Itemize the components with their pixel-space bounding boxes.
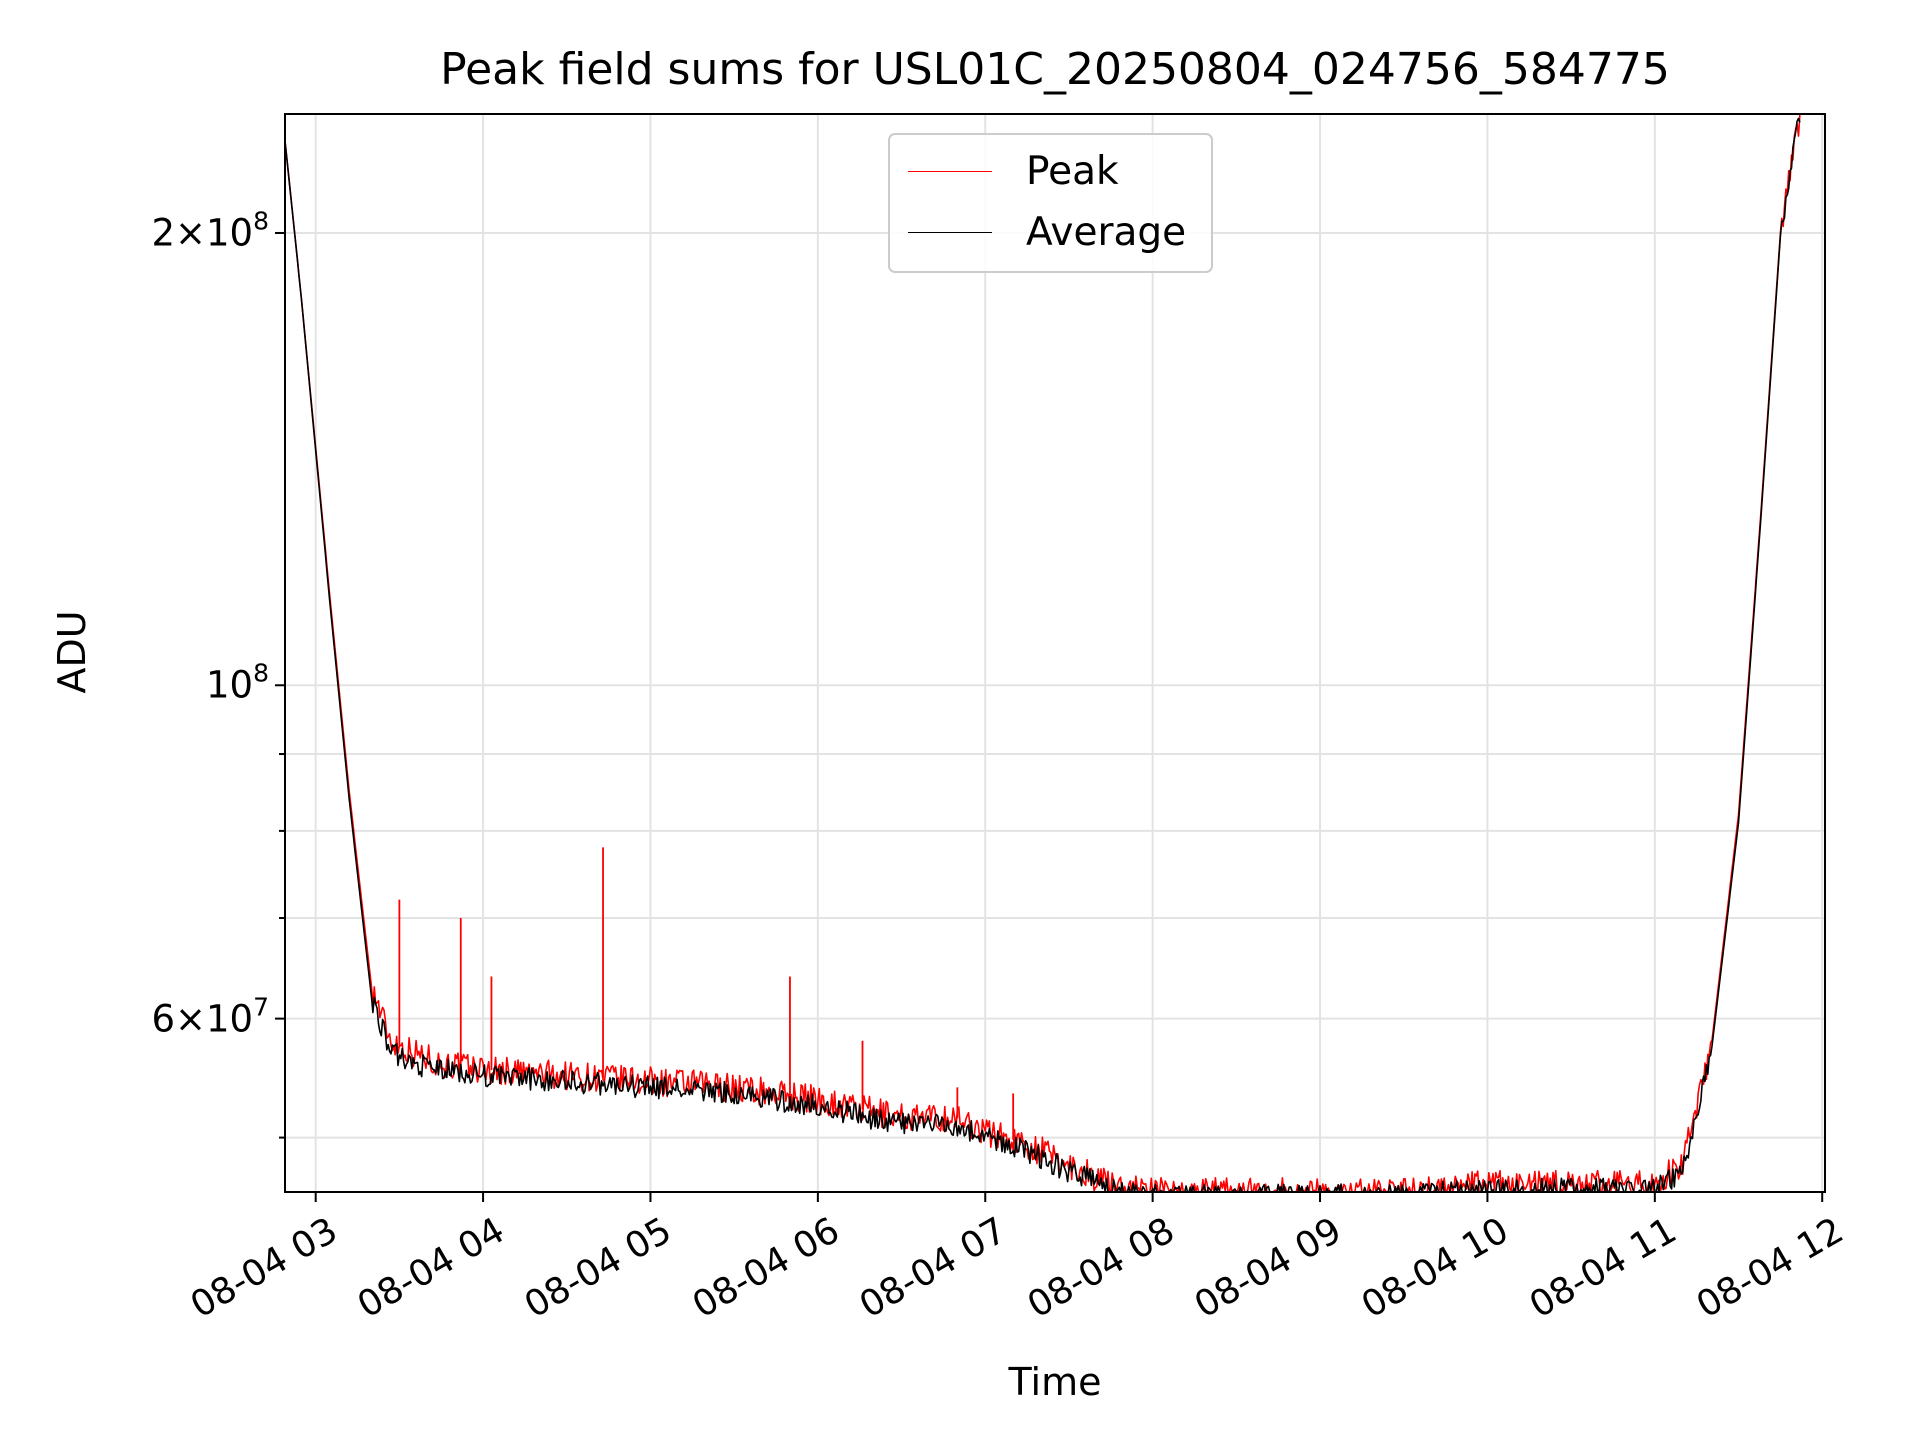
chart-title: Peak field sums for USL01C_20250804_0247…	[440, 44, 1670, 95]
grid-lines	[285, 114, 1825, 1192]
y-tick-label: 6×107	[151, 992, 269, 1041]
axis-ticks	[275, 231, 1824, 1202]
legend-label-peak: Peak	[1026, 149, 1119, 194]
legend-item-average: Average	[890, 208, 1211, 258]
x-axis-label: Time	[1008, 1360, 1102, 1404]
series-line-average	[285, 114, 1801, 1192]
series-line-peak	[285, 114, 1801, 1192]
y-tick-label: 108	[206, 658, 269, 707]
y-axis-label: ADU	[50, 610, 94, 694]
plot-frame	[284, 113, 1826, 1193]
legend: Peak Average	[888, 133, 1213, 273]
legend-swatch-peak	[908, 171, 992, 172]
legend-label-average: Average	[1026, 210, 1187, 255]
series-layer	[285, 114, 1801, 1192]
legend-swatch-average	[908, 232, 992, 233]
legend-item-peak: Peak	[890, 147, 1211, 197]
y-tick-label: 2×108	[151, 206, 269, 255]
